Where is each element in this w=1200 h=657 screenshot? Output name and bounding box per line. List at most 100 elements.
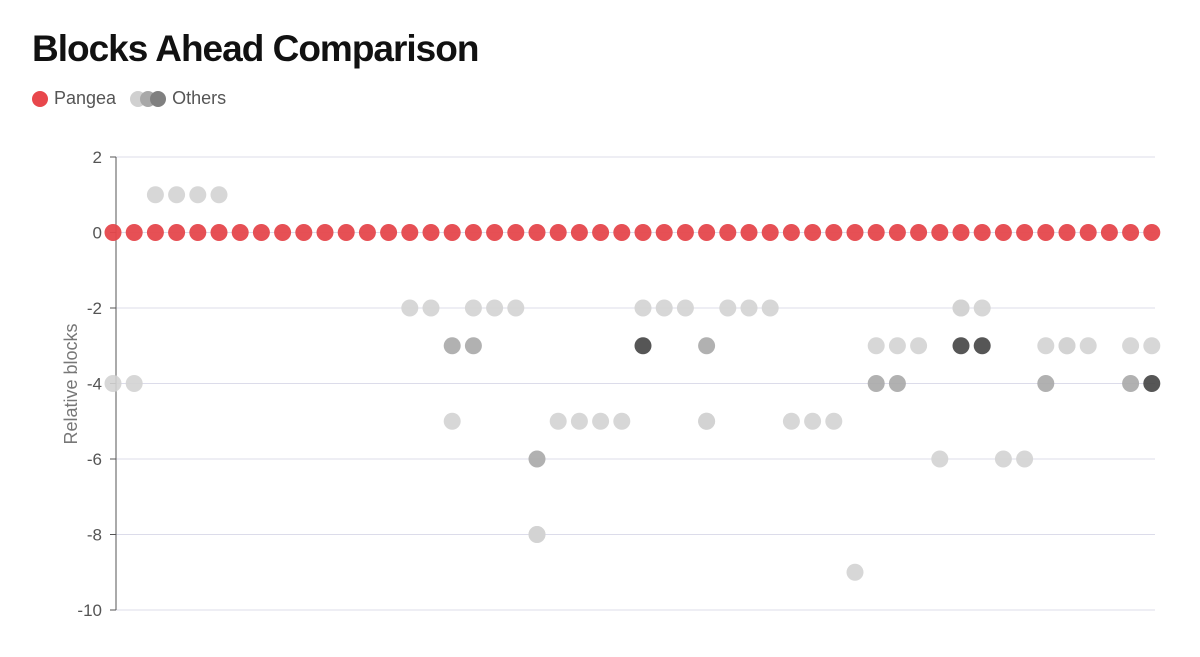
data-point-pangea[interactable]	[888, 224, 906, 241]
data-point-others[interactable]	[761, 299, 779, 317]
data-point-pangea[interactable]	[782, 224, 800, 241]
data-point-others[interactable]	[952, 299, 970, 317]
data-point-others[interactable]	[613, 412, 631, 430]
data-point-pangea[interactable]	[168, 224, 186, 241]
data-point-others[interactable]	[210, 186, 228, 204]
data-point-others[interactable]	[634, 337, 652, 355]
data-point-others[interactable]	[422, 299, 440, 317]
data-point-pangea[interactable]	[210, 224, 228, 241]
data-point-others[interactable]	[592, 412, 610, 430]
data-point-others[interactable]	[994, 450, 1012, 468]
data-point-pangea[interactable]	[146, 224, 164, 241]
data-point-pangea[interactable]	[1016, 224, 1034, 241]
data-point-others[interactable]	[825, 412, 843, 430]
legend-item-others[interactable]: Others	[130, 88, 226, 109]
data-point-others[interactable]	[104, 375, 122, 392]
data-point-pangea[interactable]	[189, 224, 207, 241]
data-point-pangea[interactable]	[528, 224, 546, 241]
data-point-others[interactable]	[1143, 337, 1161, 355]
data-point-others[interactable]	[168, 186, 186, 204]
data-point-others[interactable]	[973, 299, 991, 317]
data-point-others[interactable]	[549, 412, 567, 430]
data-point-pangea[interactable]	[931, 224, 949, 241]
data-point-pangea[interactable]	[337, 224, 355, 241]
data-point-pangea[interactable]	[316, 224, 334, 241]
data-point-others[interactable]	[443, 337, 461, 355]
data-point-others[interactable]	[1058, 337, 1076, 355]
data-point-pangea[interactable]	[740, 224, 758, 241]
data-point-others[interactable]	[888, 375, 906, 392]
data-point-others[interactable]	[528, 526, 546, 543]
data-point-pangea[interactable]	[1100, 224, 1118, 241]
data-point-pangea[interactable]	[507, 224, 525, 241]
legend-item-pangea[interactable]: Pangea	[32, 88, 116, 109]
data-point-others[interactable]	[507, 299, 525, 317]
data-point-pangea[interactable]	[634, 224, 652, 241]
data-point-pangea[interactable]	[274, 224, 292, 241]
data-point-pangea[interactable]	[358, 224, 376, 241]
data-point-pangea[interactable]	[252, 224, 270, 241]
data-point-pangea[interactable]	[464, 224, 482, 241]
data-point-others[interactable]	[952, 337, 970, 355]
data-point-pangea[interactable]	[1037, 224, 1055, 241]
data-point-others[interactable]	[486, 299, 504, 317]
data-point-others[interactable]	[719, 299, 737, 317]
data-point-pangea[interactable]	[422, 224, 440, 241]
data-point-others[interactable]	[867, 337, 885, 355]
data-point-pangea[interactable]	[910, 224, 928, 241]
data-point-others[interactable]	[401, 299, 419, 317]
data-point-others[interactable]	[676, 299, 694, 317]
data-point-pangea[interactable]	[443, 224, 461, 241]
data-point-pangea[interactable]	[1143, 224, 1161, 241]
data-point-others[interactable]	[804, 412, 822, 430]
data-point-pangea[interactable]	[698, 224, 716, 241]
data-point-others[interactable]	[125, 375, 143, 392]
data-point-others[interactable]	[888, 337, 906, 355]
data-point-others[interactable]	[528, 450, 546, 468]
data-point-pangea[interactable]	[846, 224, 864, 241]
data-point-others[interactable]	[634, 299, 652, 317]
data-point-others[interactable]	[910, 337, 928, 355]
data-point-pangea[interactable]	[867, 224, 885, 241]
data-point-pangea[interactable]	[994, 224, 1012, 241]
data-point-pangea[interactable]	[592, 224, 610, 241]
data-point-pangea[interactable]	[125, 224, 143, 241]
data-point-pangea[interactable]	[719, 224, 737, 241]
data-point-others[interactable]	[1122, 375, 1140, 392]
data-point-others[interactable]	[655, 299, 673, 317]
data-point-pangea[interactable]	[570, 224, 588, 241]
data-point-others[interactable]	[1037, 375, 1055, 392]
data-point-others[interactable]	[189, 186, 207, 204]
data-point-others[interactable]	[973, 337, 991, 355]
data-point-others[interactable]	[782, 412, 800, 430]
data-point-pangea[interactable]	[804, 224, 822, 241]
data-point-others[interactable]	[464, 299, 482, 317]
data-point-pangea[interactable]	[761, 224, 779, 241]
data-point-pangea[interactable]	[655, 224, 673, 241]
data-point-pangea[interactable]	[1079, 224, 1097, 241]
data-point-pangea[interactable]	[676, 224, 694, 241]
data-point-others[interactable]	[931, 450, 949, 468]
data-point-pangea[interactable]	[952, 224, 970, 241]
data-point-others[interactable]	[443, 412, 461, 430]
data-point-others[interactable]	[570, 412, 588, 430]
data-point-others[interactable]	[1079, 337, 1097, 355]
data-point-others[interactable]	[1016, 450, 1034, 468]
data-point-pangea[interactable]	[380, 224, 398, 241]
data-point-others[interactable]	[740, 299, 758, 317]
data-point-others[interactable]	[146, 186, 164, 204]
data-point-pangea[interactable]	[295, 224, 313, 241]
data-point-pangea[interactable]	[1058, 224, 1076, 241]
data-point-others[interactable]	[1122, 337, 1140, 355]
data-point-others[interactable]	[1143, 375, 1161, 392]
data-point-pangea[interactable]	[549, 224, 567, 241]
data-point-others[interactable]	[867, 375, 885, 392]
data-point-others[interactable]	[846, 563, 864, 581]
data-point-pangea[interactable]	[231, 224, 249, 241]
data-point-others[interactable]	[698, 337, 716, 355]
data-point-pangea[interactable]	[1122, 224, 1140, 241]
data-point-others[interactable]	[1037, 337, 1055, 355]
data-point-pangea[interactable]	[486, 224, 504, 241]
data-point-others[interactable]	[698, 412, 716, 430]
data-point-pangea[interactable]	[613, 224, 631, 241]
